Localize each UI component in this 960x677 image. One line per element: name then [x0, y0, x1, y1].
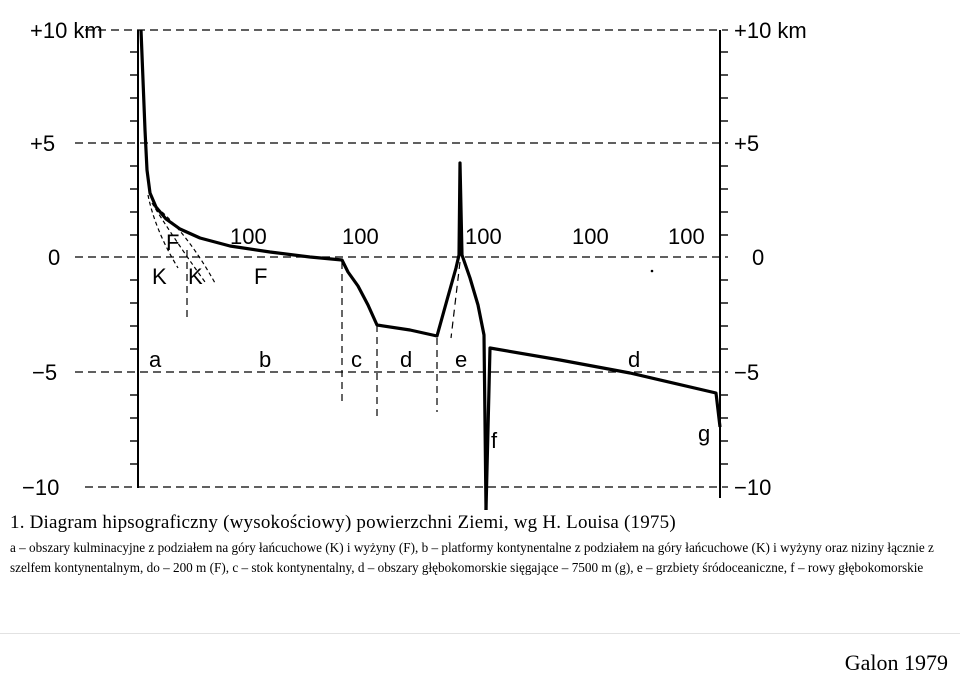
- divider-line: [0, 633, 960, 634]
- point-label-F2: F: [254, 264, 267, 289]
- scale-label-5: 100: [668, 224, 705, 249]
- right-axis-labels: +10 km +5 0 −5 −10: [734, 18, 807, 500]
- source-credit: Galon 1979: [844, 650, 948, 675]
- point-labels: F K K F f g: [152, 230, 710, 453]
- zone-label-a: a: [149, 347, 162, 372]
- right-label-plus5: +5: [734, 131, 759, 156]
- zone-label-d2: d: [628, 347, 640, 372]
- zone-dividers: [186, 250, 461, 417]
- zone-labels: a b c d e d: [149, 347, 640, 372]
- hypsographic-diagram: +10 km +5 0 −5 −10 +10 km +5 0 −5 −10 10…: [22, 18, 807, 510]
- scale-label-1: 100: [230, 224, 267, 249]
- point-label-g: g: [698, 421, 710, 446]
- figure-caption: 1. Diagram hipsograficzny (wysokościowy)…: [10, 512, 955, 578]
- scale-labels: 100 100 100 100 100: [230, 224, 705, 249]
- left-ticks: [130, 51, 138, 465]
- zone-label-b: b: [259, 347, 271, 372]
- speck: [650, 269, 654, 273]
- scale-label-4: 100: [572, 224, 609, 249]
- point-label-K2: K: [188, 264, 203, 289]
- left-axis-labels: +10 km +5 0 −5 −10: [22, 18, 103, 500]
- left-label-minus5: −5: [32, 360, 57, 385]
- left-label-plus5: +5: [30, 131, 55, 156]
- left-label-plus10: +10 km: [30, 18, 103, 43]
- hypsographic-curve: [139, 29, 488, 510]
- right-label-plus10: +10 km: [734, 18, 807, 43]
- right-label-minus5: −5: [734, 360, 759, 385]
- scale-label-3: 100: [465, 224, 502, 249]
- point-label-F1: F: [166, 230, 179, 255]
- ocean-basin-curve: [484, 346, 722, 510]
- zone-label-e: e: [455, 347, 467, 372]
- point-label-f: f: [491, 428, 498, 453]
- caption-body: a – obszary kulminacyjne z podziałem na …: [10, 540, 934, 575]
- scale-label-2: 100: [342, 224, 379, 249]
- right-label-minus10: −10: [734, 475, 771, 500]
- gridlines: [75, 29, 728, 488]
- zone-label-d: d: [400, 347, 412, 372]
- right-ticks: [720, 51, 728, 465]
- left-label-minus10: −10: [22, 475, 59, 500]
- sub-profiles: [147, 194, 216, 284]
- caption-title: 1. Diagram hipsograficzny (wysokościowy)…: [10, 512, 676, 533]
- point-label-K1: K: [152, 264, 167, 289]
- zone-label-c: c: [351, 347, 362, 372]
- right-label-0: 0: [752, 245, 764, 270]
- left-label-0: 0: [48, 245, 60, 270]
